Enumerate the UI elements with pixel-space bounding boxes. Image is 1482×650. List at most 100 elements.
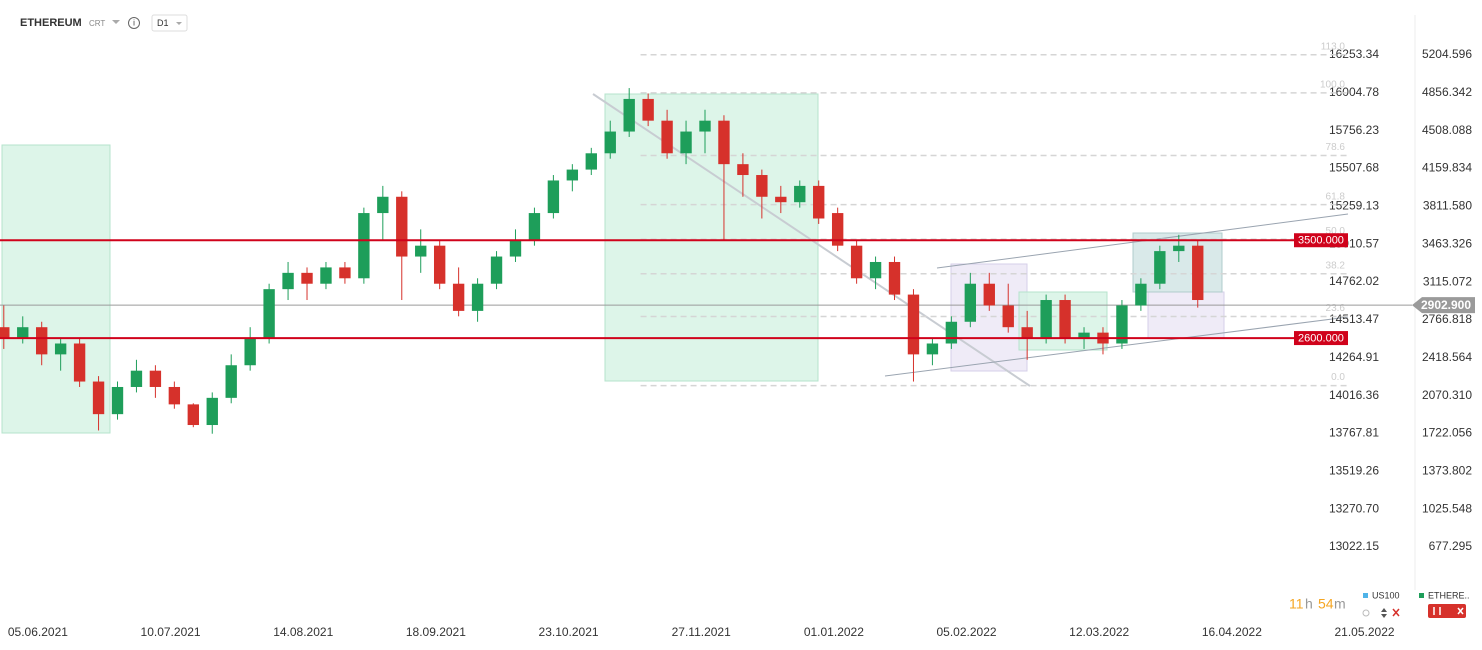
candle-body bbox=[945, 321, 958, 344]
candle-body bbox=[471, 283, 484, 311]
candle-body bbox=[642, 98, 654, 121]
candle-body bbox=[130, 370, 143, 387]
y-tick-label: 2418.564 bbox=[1422, 350, 1472, 364]
candle-body bbox=[1059, 300, 1071, 339]
candle-body bbox=[756, 175, 768, 197]
candle-body bbox=[244, 338, 256, 366]
candle-body bbox=[377, 196, 389, 214]
candle-body bbox=[149, 370, 162, 387]
candle-body bbox=[415, 245, 427, 257]
level-tag bbox=[1294, 233, 1348, 248]
candle-body bbox=[168, 386, 181, 405]
candle-body bbox=[813, 185, 825, 219]
candle-body bbox=[699, 120, 711, 132]
candle-body bbox=[225, 365, 237, 398]
y2-tick-label: 13767.81 bbox=[1329, 426, 1379, 440]
fib-label: 23.6 bbox=[1326, 303, 1346, 314]
candle-body bbox=[1021, 327, 1033, 339]
x-tick-label: 10.07.2021 bbox=[141, 625, 201, 639]
x-tick-label: 14.08.2021 bbox=[273, 625, 333, 639]
y-tick-label: 4159.834 bbox=[1422, 161, 1472, 175]
candle-body bbox=[1078, 332, 1090, 339]
y2-tick-label: 15259.13 bbox=[1329, 199, 1379, 213]
fib-label: 38.2 bbox=[1326, 260, 1346, 271]
candle-body bbox=[831, 213, 844, 246]
dropdown-arrow bbox=[176, 22, 182, 25]
candle-body bbox=[490, 256, 503, 284]
candle-body bbox=[1154, 251, 1166, 284]
candle-body bbox=[585, 153, 597, 170]
y2-tick-label: 14016.36 bbox=[1329, 388, 1379, 402]
y-tick-label: 3115.072 bbox=[1423, 274, 1472, 288]
candle-body bbox=[92, 381, 105, 415]
candle-body bbox=[528, 213, 541, 241]
footer: 11 h 54 m bbox=[1289, 596, 1466, 618]
candle-body bbox=[263, 289, 275, 339]
x-tick-label: 21.05.2022 bbox=[1334, 625, 1394, 639]
y-tick-label: 5204.596 bbox=[1422, 47, 1472, 61]
legend-label[interactable]: ETHERE.. bbox=[1428, 590, 1470, 600]
info-i: i bbox=[133, 19, 135, 28]
candle-body bbox=[604, 131, 616, 154]
candle-body bbox=[339, 267, 351, 279]
y-tick-label: 2766.818 bbox=[1422, 312, 1472, 326]
level-tag bbox=[1294, 331, 1348, 346]
candle-body bbox=[452, 283, 465, 311]
fib-label: 0.0 bbox=[1331, 372, 1345, 383]
interval: D1 bbox=[157, 18, 169, 28]
countdown-m: m bbox=[1334, 596, 1346, 612]
candle-body bbox=[850, 245, 863, 279]
x-tick-label: 05.06.2021 bbox=[8, 625, 68, 639]
fib-label: 113.0 bbox=[1321, 41, 1346, 52]
candle-body bbox=[926, 343, 939, 355]
candle-body bbox=[320, 267, 332, 284]
candle-body bbox=[718, 120, 730, 165]
x-tick-label: 16.04.2022 bbox=[1202, 625, 1262, 639]
indicator-button[interactable] bbox=[1428, 604, 1466, 618]
y-tick-label: 4856.342 bbox=[1422, 85, 1472, 99]
candle-body bbox=[0, 327, 10, 339]
legend-label[interactable]: US100 bbox=[1372, 590, 1400, 600]
zone bbox=[604, 93, 819, 382]
countdown-hours: 11 bbox=[1289, 596, 1304, 612]
zone bbox=[1, 144, 111, 434]
dropdown-arrow[interactable] bbox=[112, 20, 120, 24]
candle-body bbox=[396, 196, 408, 257]
info-icon[interactable] bbox=[128, 17, 140, 29]
candle-body bbox=[907, 294, 920, 355]
y-tick-label: 1025.548 bbox=[1422, 501, 1472, 515]
candle-body bbox=[888, 261, 901, 295]
eye-icon[interactable] bbox=[1362, 609, 1370, 617]
close-icon[interactable] bbox=[1392, 608, 1400, 617]
y2-tick-label: 13270.70 bbox=[1329, 501, 1379, 515]
y-tick-label: 3463.326 bbox=[1422, 236, 1472, 250]
candle-body bbox=[680, 131, 692, 154]
y2-tick-label: 15756.23 bbox=[1329, 123, 1379, 137]
candle-body bbox=[1173, 245, 1185, 252]
candle-body bbox=[509, 240, 522, 257]
y-tick-label: 677.295 bbox=[1429, 539, 1473, 553]
symbol[interactable]: ETHEREUM bbox=[20, 17, 82, 29]
x-tick-label: 01.01.2022 bbox=[804, 625, 864, 639]
candle-body bbox=[54, 343, 67, 355]
y2-tick-label: 13022.15 bbox=[1329, 539, 1379, 553]
candle-body bbox=[206, 397, 218, 426]
drawings bbox=[1, 93, 1349, 434]
fib-label: 61.8 bbox=[1326, 191, 1346, 202]
legend-swatch bbox=[1419, 593, 1424, 598]
y2-tick-label: 15507.68 bbox=[1329, 161, 1379, 175]
y2-tick-label: 14513.47 bbox=[1329, 312, 1379, 326]
candle-body bbox=[794, 185, 806, 203]
candle-body bbox=[17, 327, 29, 339]
legend-swatch bbox=[1363, 593, 1368, 598]
channel-line bbox=[884, 316, 1349, 377]
level-label: 2600.000 bbox=[1298, 332, 1344, 344]
candle-body bbox=[1002, 305, 1014, 328]
interval-select[interactable] bbox=[151, 14, 188, 32]
candle-body bbox=[661, 120, 673, 154]
arrange-icon[interactable] bbox=[1381, 608, 1387, 618]
x-tick-label: 05.02.2022 bbox=[937, 625, 997, 639]
y-tick-label: 1373.802 bbox=[1422, 464, 1472, 478]
candle-body bbox=[547, 180, 560, 214]
